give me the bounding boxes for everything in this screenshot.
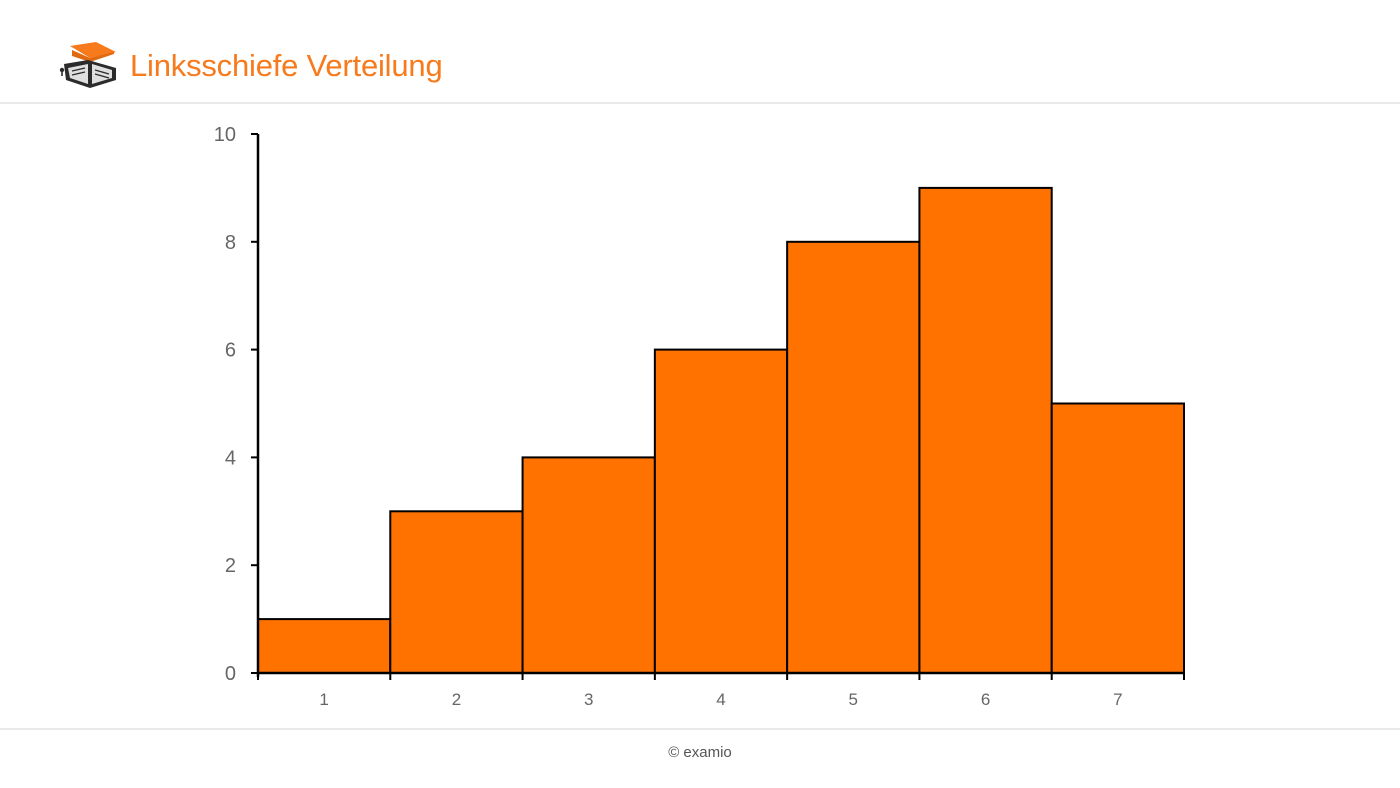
x-tick-label: 4 (716, 690, 725, 709)
y-tick-label: 8 (225, 232, 236, 254)
footer: © examio (0, 728, 1400, 788)
x-tick-label: 1 (319, 690, 328, 709)
page-title: Linksschiefe Verteilung (130, 48, 443, 83)
x-tick-label: 5 (849, 690, 858, 709)
y-tick-label: 0 (225, 663, 236, 685)
header: Linksschiefe Verteilung (0, 0, 1400, 104)
histogram-bar (1050, 402, 1185, 674)
y-tick-label: 6 (225, 340, 236, 362)
copyright-text: © examio (668, 744, 732, 761)
histogram-bar (389, 510, 524, 674)
histogram-chart: 0 2 4 6 8 10 1 2 3 4 5 6 7 (0, 104, 1400, 730)
histogram-bar (257, 618, 392, 674)
histogram-bar (653, 348, 789, 674)
x-tick-label: 2 (452, 690, 461, 709)
histogram-bar (521, 456, 656, 674)
y-tick-label: 4 (225, 447, 236, 469)
x-tick-label: 6 (981, 690, 990, 709)
x-tick-label: 7 (1113, 690, 1122, 709)
histogram-bar (918, 186, 1053, 675)
graduation-cap-book-icon (59, 42, 116, 88)
y-tick-label: 2 (225, 555, 236, 577)
histogram-bar (786, 240, 921, 675)
y-tick-label: 10 (214, 124, 236, 146)
x-tick-label: 3 (584, 690, 593, 709)
